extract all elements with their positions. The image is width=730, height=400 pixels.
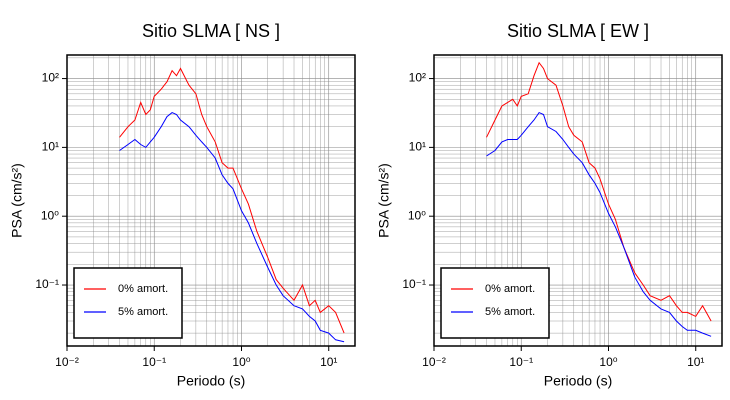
x-axis-label: Periodo (s) <box>177 373 245 389</box>
y-tick-label: 10⁻¹ <box>35 277 59 291</box>
x-axis-label: Periodo (s) <box>544 373 612 389</box>
y-tick-label: 10² <box>409 71 426 85</box>
plot-frame <box>433 54 723 347</box>
y-tick-label: 10⁰ <box>408 208 426 222</box>
x-tick-label: 10⁻² <box>422 355 446 369</box>
x-tick-label: 10⁻¹ <box>509 355 533 369</box>
series-line <box>119 112 345 343</box>
chart: Sitio SLMA [ NS ] Periodo (s) PSA (cm/s²) 1… <box>9 21 356 389</box>
x-tick-label: 10¹ <box>320 355 337 369</box>
chart: Sitio SLMA [ EW ] Periodo (s) PSA (cm/s²) 1… <box>376 21 723 389</box>
x-tick-label: 10⁻² <box>55 355 79 369</box>
legend-label: 5% amort. <box>118 306 168 318</box>
x-tick-label: 10⁻¹ <box>142 355 166 369</box>
legend-label: 0% amort. <box>118 283 168 295</box>
series-line <box>119 67 345 334</box>
legend-label: 5% amort. <box>485 306 535 318</box>
y-tick-label: 10¹ <box>409 140 426 154</box>
x-tick-label: 10⁰ <box>232 355 250 369</box>
y-axis-label: PSA (cm/s²) <box>376 163 392 238</box>
y-axis-label: PSA (cm/s²) <box>9 163 25 238</box>
series-line <box>486 111 712 337</box>
chart-title: Sitio SLMA [ EW ] <box>507 21 649 41</box>
x-tick-label: 10¹ <box>687 355 704 369</box>
chart-title: Sitio SLMA [ NS ] <box>142 21 280 41</box>
y-tick-label: 10¹ <box>42 140 59 154</box>
y-tick-label: 10² <box>42 71 59 85</box>
legend-label: 0% amort. <box>485 283 535 295</box>
plot-frame <box>66 54 356 347</box>
y-tick-label: 10⁰ <box>41 208 59 222</box>
legend-box <box>73 267 183 339</box>
y-tick-label: 10⁻¹ <box>402 277 426 291</box>
x-tick-label: 10⁰ <box>599 355 617 369</box>
series-line <box>486 61 712 322</box>
legend-box <box>440 267 550 339</box>
